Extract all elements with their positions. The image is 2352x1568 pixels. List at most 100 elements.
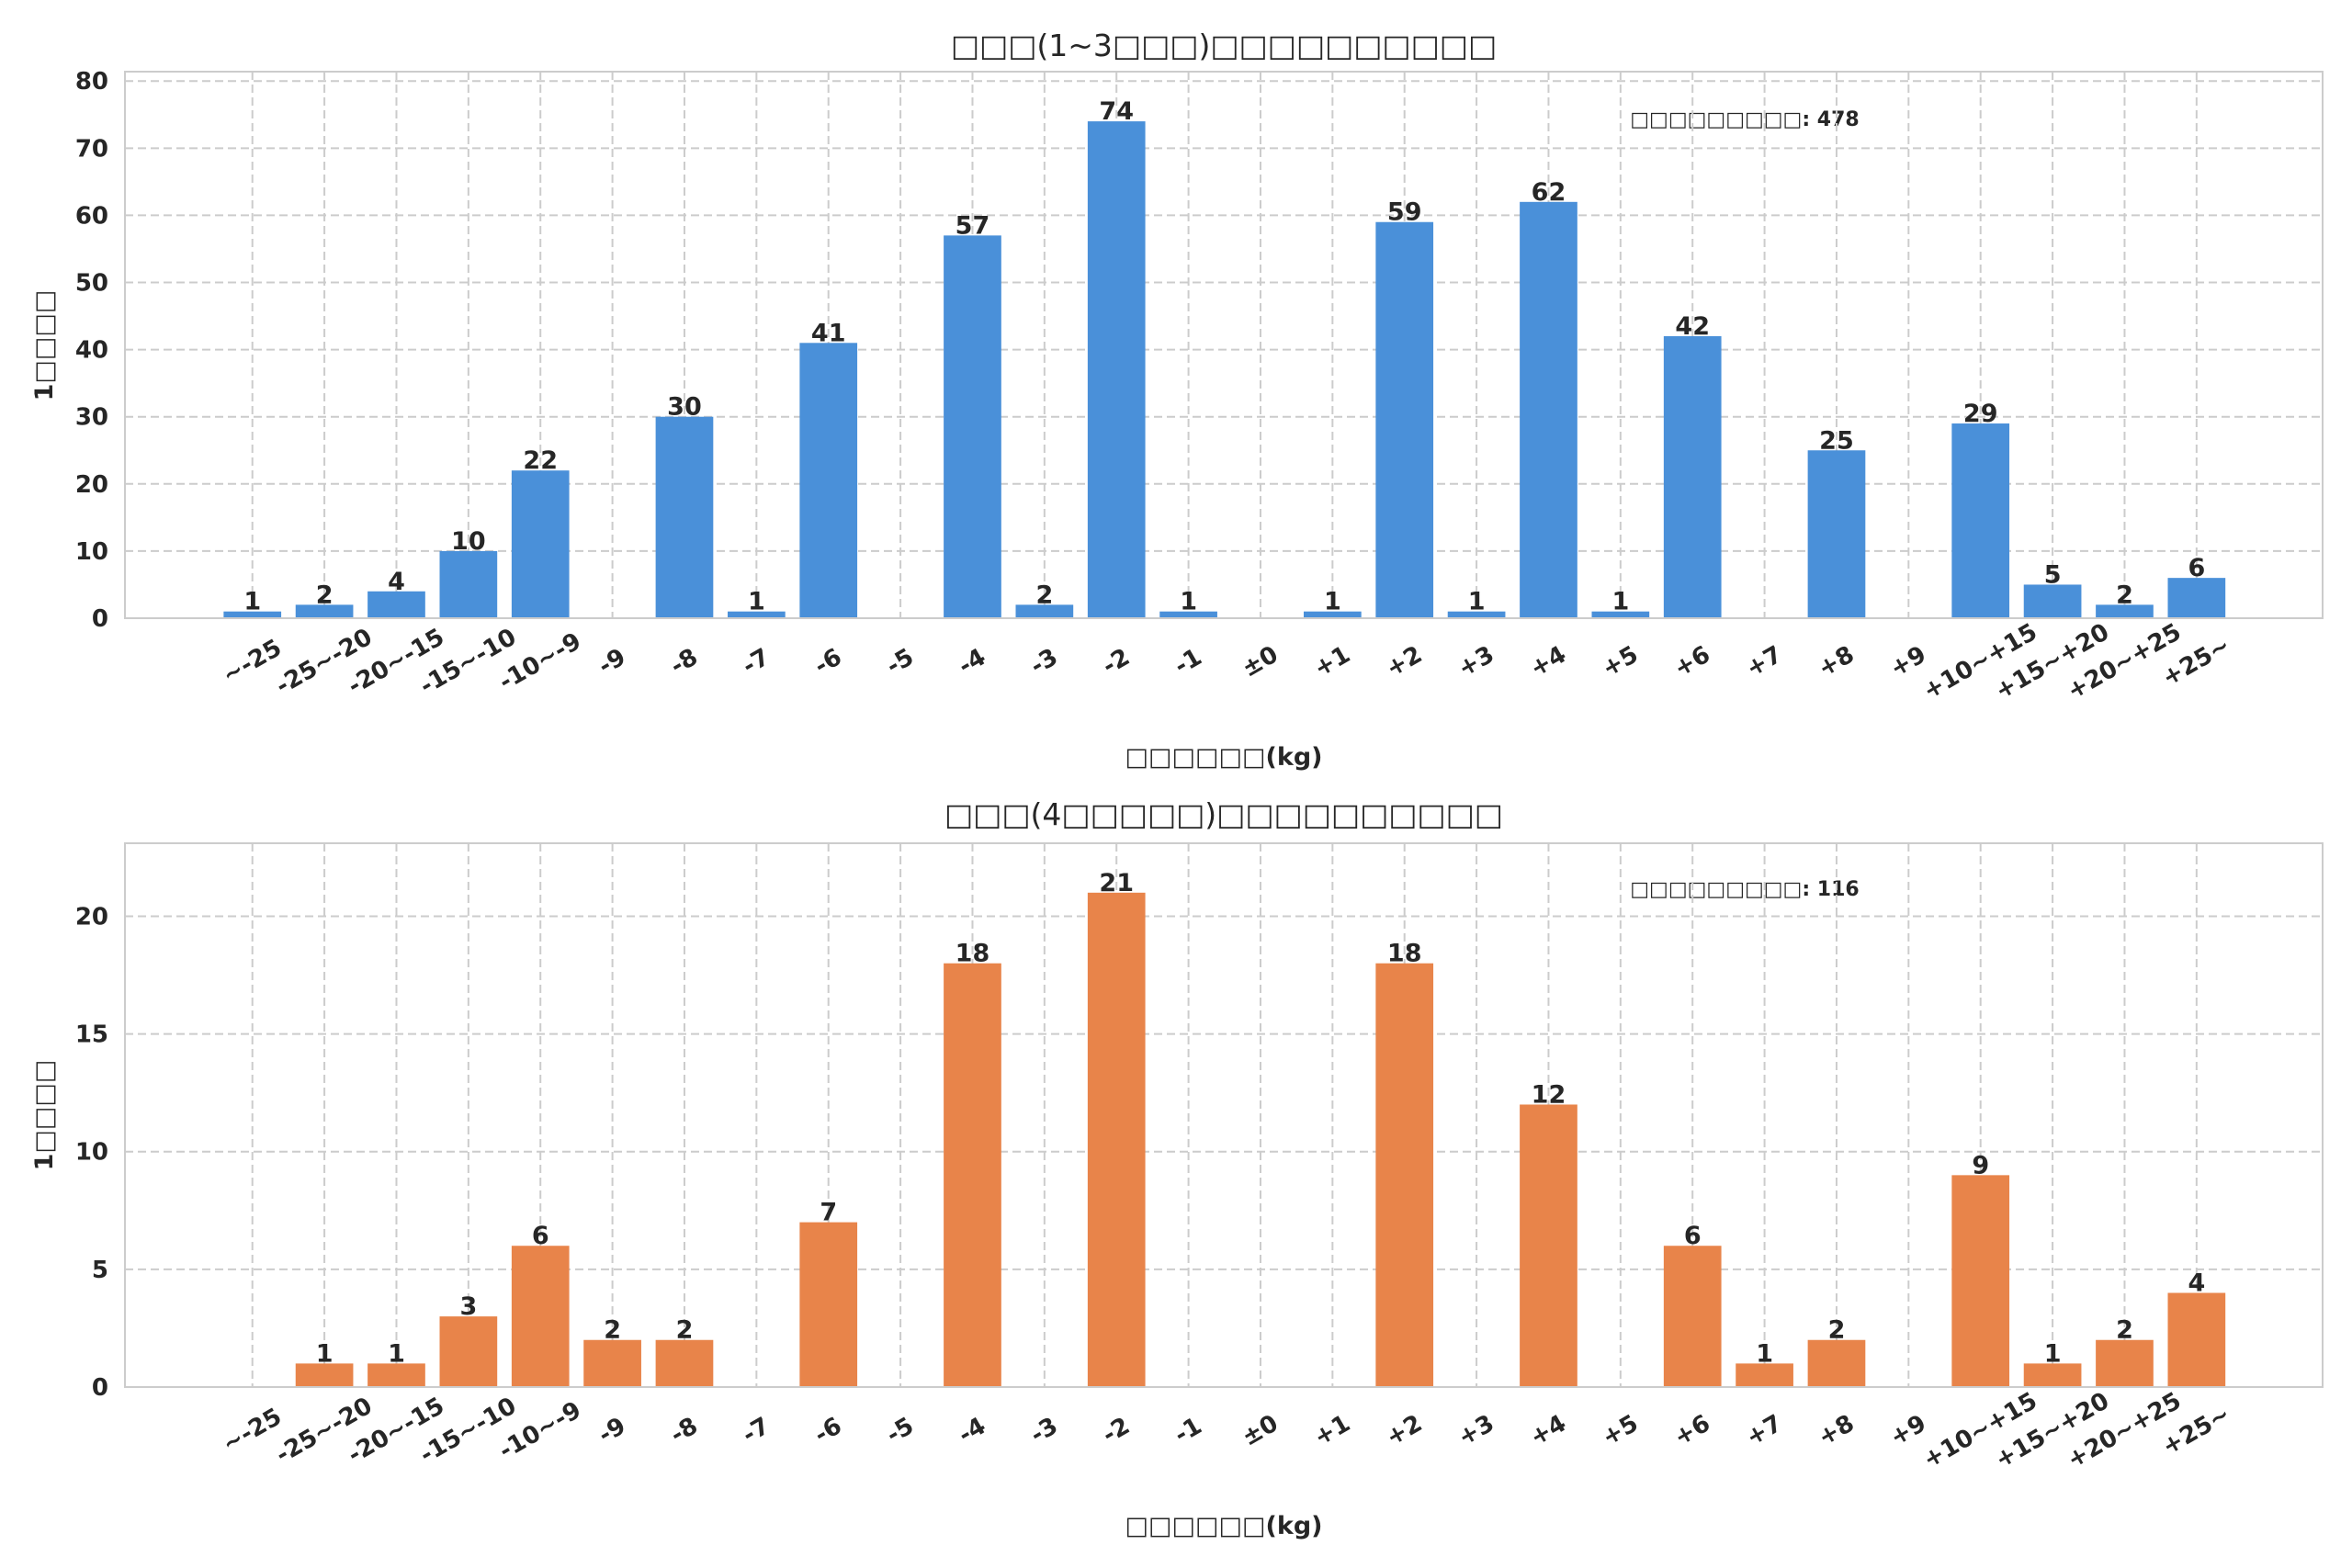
bar (2023, 1363, 2082, 1387)
x-tick-label: +3 (1453, 1410, 1499, 1452)
x-tick-label: -2 (1098, 1412, 1135, 1449)
bar (799, 1222, 858, 1387)
bar-value-label: 2 (1035, 581, 1053, 609)
x-tick-label: -6 (809, 643, 846, 680)
y-tick-label: 5 (92, 1257, 108, 1284)
x-tick-label: +4 (1525, 1410, 1571, 1452)
x-tick-label: -7 (738, 643, 775, 680)
x-tick-label: ±0 (1238, 641, 1283, 683)
bar-value-label: 1 (1468, 588, 1486, 616)
bar-value-label: 2 (1828, 1316, 1846, 1345)
bar-value-label: 7 (820, 1199, 837, 1227)
bar-value-label: 1 (1324, 588, 1341, 616)
x-tick-label: -5 (882, 1412, 919, 1449)
x-tick-label: -3 (1026, 643, 1063, 680)
x-tick-label: +5 (1598, 641, 1644, 683)
y-tick-label: 20 (75, 471, 108, 499)
bar (1520, 1104, 1577, 1387)
bar-value-label: 9 (1972, 1151, 1989, 1179)
bar-value-label: 1 (388, 1339, 405, 1368)
x-tick-label: +9 (1885, 641, 1931, 683)
bar-value-label: 6 (1684, 1222, 1702, 1250)
bar (1015, 604, 1074, 618)
x-tick-label: -1 (1170, 1412, 1206, 1449)
bar-value-label: 5 (2044, 560, 2062, 589)
x-tick-label: +7 (1742, 1410, 1788, 1452)
bar (1663, 335, 1722, 618)
x-tick-label: +6 (1669, 641, 1715, 683)
bar (223, 611, 282, 618)
y-tick-label: 15 (75, 1021, 108, 1049)
y-tick-label: 0 (92, 1374, 108, 1402)
bar-value-label: 62 (1532, 178, 1566, 207)
bar (1591, 611, 1650, 618)
bottom-chart-panel: □□□(4□□□□□)□□□□□□□□□□ □□□□□□(kg) 1□□□□ □… (30, 796, 2324, 1540)
bar (583, 1339, 641, 1387)
bar-value-label: 22 (523, 446, 558, 475)
bar (655, 1339, 714, 1387)
bar-value-label: 3 (459, 1292, 477, 1321)
y-tick-label: 50 (75, 270, 108, 298)
total-annotation: □□□□□□□□□: 116 (1630, 878, 1859, 901)
bar-value-label: 1 (1180, 588, 1197, 616)
bar (655, 416, 714, 618)
y-tick-label: 40 (75, 337, 108, 365)
bar (2167, 578, 2226, 618)
bar (944, 963, 1001, 1387)
y-tick-label: 10 (75, 538, 108, 566)
bar (2096, 1339, 2154, 1387)
bar-value-label: 2 (2116, 1316, 2133, 1345)
bar (511, 470, 570, 618)
y-axis-label: 1□□□□ (30, 290, 59, 401)
bar (2023, 584, 2082, 618)
bar (1087, 121, 1146, 618)
x-tick-label: +9 (1885, 1410, 1931, 1452)
x-tick-label: +2 (1382, 641, 1428, 683)
x-tick-label: +7 (1742, 641, 1788, 683)
bar (1375, 963, 1434, 1387)
bar-value-label: 21 (1099, 869, 1134, 897)
x-tick-label: -4 (954, 643, 990, 680)
bar-value-label: 10 (451, 527, 486, 556)
bar (1807, 1339, 1866, 1387)
x-tick-label: ±0 (1238, 1410, 1283, 1452)
x-tick-label: +6 (1669, 1410, 1715, 1452)
x-tick-label: -1 (1170, 643, 1206, 680)
bar (295, 1363, 354, 1387)
bar (1736, 1363, 1793, 1387)
bar-value-label: 1 (1611, 588, 1629, 616)
x-tick-label: +2 (1382, 1410, 1428, 1452)
bar-value-label: 12 (1532, 1080, 1566, 1109)
bar (1520, 201, 1577, 618)
y-tick-label: 10 (75, 1139, 108, 1167)
total-annotation: □□□□□□□□□: 478 (1630, 108, 1859, 131)
axes-frame (124, 71, 2324, 619)
bar (295, 604, 354, 618)
y-tick-label: 60 (75, 202, 108, 230)
bar-value-label: 59 (1387, 198, 1422, 227)
chart-title: □□□(1~3□□□)□□□□□□□□□□ (951, 28, 1497, 63)
x-tick-label: -9 (594, 1412, 630, 1449)
bar (1159, 611, 1217, 618)
x-tick-label: +8 (1814, 1410, 1860, 1452)
chart-title: □□□(4□□□□□)□□□□□□□□□□ (944, 796, 1503, 832)
bar-value-label: 1 (316, 1339, 334, 1368)
bar (944, 235, 1001, 618)
bar-value-label: 1 (2044, 1339, 2062, 1368)
bar (2096, 604, 2154, 618)
x-tick-label: -8 (666, 1412, 703, 1449)
bar (1951, 1175, 2010, 1387)
x-axis-label: □□□□□□(kg) (1125, 743, 1322, 772)
bar (727, 611, 786, 618)
x-axis-label: □□□□□□(kg) (1125, 1512, 1322, 1540)
bar-value-label: 25 (1819, 426, 1854, 455)
bar-value-label: 42 (1675, 312, 1710, 341)
bar (1951, 423, 2010, 618)
x-tick-label: -3 (1026, 1412, 1063, 1449)
bar-value-label: 57 (956, 211, 990, 240)
x-tick-label: -6 (809, 1412, 846, 1449)
bar-value-label: 4 (2188, 1269, 2205, 1297)
bar-value-label: 2 (316, 581, 334, 609)
x-tick-label: +5 (1598, 1410, 1644, 1452)
